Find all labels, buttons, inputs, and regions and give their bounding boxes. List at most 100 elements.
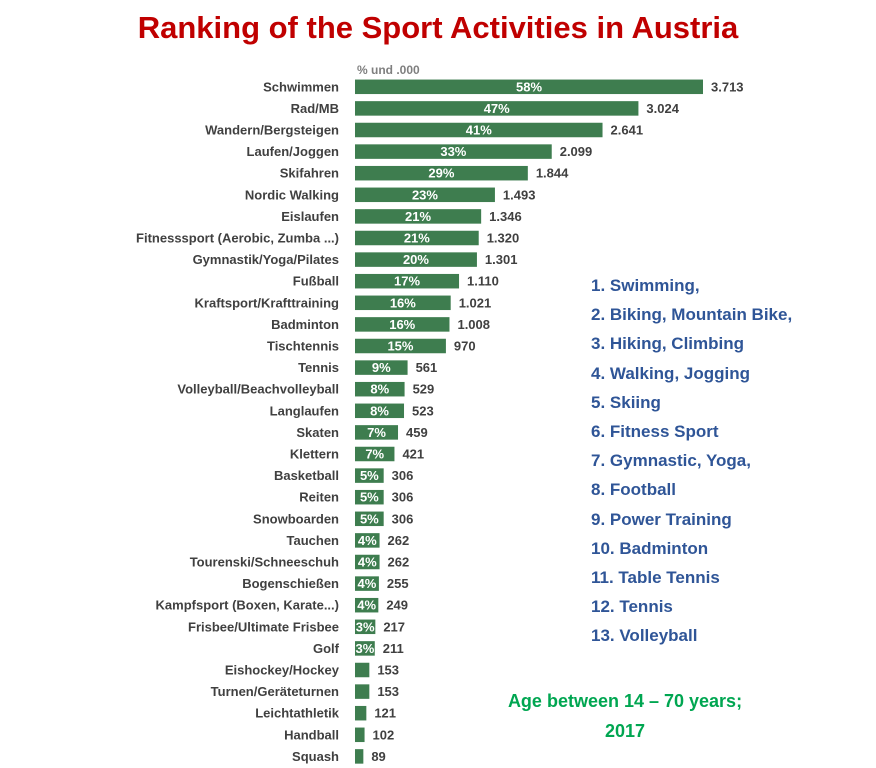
percent-label: 4%	[357, 598, 376, 613]
value-label: 1.021	[459, 295, 492, 310]
translation-item: 3. Hiking, Climbing	[591, 334, 745, 354]
value-label: 529	[413, 382, 435, 397]
age-note-line1: Age between 14 – 70 years;	[507, 691, 743, 711]
value-label: 970	[454, 339, 476, 354]
bar	[355, 425, 399, 440]
value-label: 255	[387, 576, 409, 591]
translation-list: 1. Swimming, 2. Biking, Mountain Bike, 3. …	[591, 271, 792, 651]
bar	[355, 662, 370, 678]
percent-label: 33%	[440, 144, 466, 159]
translation-item: 8. Football	[591, 480, 676, 500]
translation-item: 9. Power Training	[591, 509, 732, 529]
percent-label: 16%	[390, 295, 416, 310]
category-label: Nordic Walking	[245, 187, 339, 202]
value-label: 1.110	[467, 274, 499, 289]
percent-label: 3%	[355, 641, 374, 656]
bar	[355, 446, 395, 462]
bar	[355, 619, 376, 635]
bar	[355, 511, 384, 527]
category-label: Fußball	[293, 274, 339, 289]
percent-label: 20%	[403, 252, 429, 267]
bar	[355, 403, 405, 419]
bar	[355, 597, 379, 613]
percent-label: 16%	[389, 317, 415, 332]
bar	[355, 144, 552, 159]
percent-label: 21%	[404, 231, 430, 246]
value-label: 561	[416, 360, 438, 375]
category-label: Klettern	[290, 447, 339, 462]
bar	[355, 187, 495, 203]
value-label: 153	[377, 684, 399, 699]
value-label: 3.024	[646, 101, 679, 116]
percent-label: 9%	[372, 360, 391, 375]
percent-label: 41%	[466, 123, 492, 138]
category-label: Tauchen	[287, 533, 340, 548]
value-label: 306	[392, 490, 414, 505]
bar	[355, 79, 703, 95]
value-label: 1.320	[487, 231, 520, 246]
bar	[355, 317, 450, 332]
percent-label: 17%	[394, 274, 420, 289]
bar	[355, 641, 375, 656]
percent-label: 7%	[367, 425, 386, 440]
category-label: Handball	[284, 727, 339, 742]
value-label: 102	[373, 727, 395, 742]
category-label: Laufen/Joggen	[247, 144, 340, 159]
category-label: Kraftsport/Krafttraining	[195, 295, 340, 310]
translation-item: 4. Walking, Jogging	[591, 363, 750, 383]
category-label: Langlaufen	[270, 403, 339, 418]
bar	[355, 295, 451, 311]
category-label: Tischtennis	[267, 339, 339, 354]
category-label: Eishockey/Hockey	[225, 663, 340, 678]
value-label: 1.301	[485, 252, 518, 267]
category-label: Eislaufen	[281, 209, 339, 224]
category-label: Snowboarden	[253, 511, 339, 526]
unit-label: % und .000	[357, 63, 420, 77]
bar	[355, 360, 408, 375]
translation-item: 10. Badminton	[591, 538, 709, 558]
bar	[355, 252, 477, 267]
bar	[355, 101, 639, 116]
category-label: Badminton	[271, 317, 339, 332]
value-label: 1.008	[457, 317, 490, 332]
bar	[355, 705, 367, 721]
value-label: 217	[383, 619, 405, 634]
age-note: Age between 14 – 70 years; 2017	[460, 686, 790, 746]
translation-item: 6. Fitness Sport	[591, 422, 719, 442]
value-label: 262	[388, 533, 410, 548]
value-label: 459	[406, 425, 428, 440]
category-label: Turnen/Geräteturnen	[211, 684, 339, 699]
bar	[355, 684, 370, 699]
percent-label: 3%	[356, 619, 375, 634]
translation-item: 11. Table Tennis	[591, 568, 720, 588]
percent-label: 29%	[428, 166, 454, 181]
percent-label: 58%	[516, 79, 542, 94]
value-label: 306	[392, 468, 414, 483]
category-label: Bogenschießen	[242, 576, 339, 591]
bar	[355, 381, 405, 397]
percent-label: 5%	[360, 490, 379, 505]
bar	[355, 122, 603, 138]
category-label: Squash	[292, 749, 339, 764]
percent-label: 21%	[405, 209, 431, 224]
translation-item: 13. Volleyball	[591, 626, 698, 646]
percent-label: 5%	[360, 511, 379, 526]
value-label: 121	[374, 706, 396, 721]
bar	[355, 727, 365, 743]
value-label: 249	[386, 598, 408, 613]
value-label: 523	[412, 403, 434, 418]
bar	[355, 749, 364, 764]
value-label: 89	[371, 749, 385, 764]
percent-label: 47%	[484, 101, 510, 116]
category-label: Skaten	[296, 425, 339, 440]
bar	[355, 576, 379, 591]
value-label: 262	[388, 555, 410, 570]
category-label: Wandern/Bergsteigen	[205, 123, 339, 138]
category-label: Kampfsport (Boxen, Karate...)	[156, 598, 339, 613]
category-label: Basketball	[274, 468, 339, 483]
chart-title: Ranking of the Sport Activities in Austr…	[137, 10, 739, 45]
percent-label: 8%	[370, 382, 389, 397]
value-label: 421	[402, 447, 424, 462]
percent-label: 4%	[358, 576, 377, 591]
category-label: Tennis	[298, 360, 339, 375]
